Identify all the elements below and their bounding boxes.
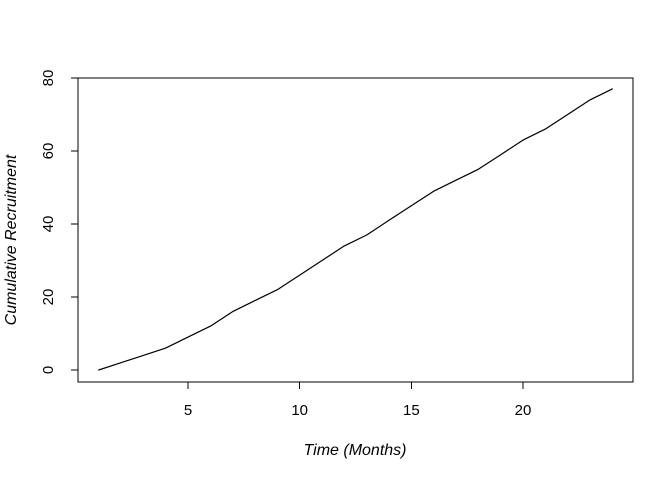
y-axis-ticks: 0 20 40 60 80 (40, 70, 78, 374)
y-tick-label: 60 (40, 143, 57, 160)
y-tick-label: 0 (40, 366, 57, 374)
y-tick-label: 80 (40, 70, 57, 87)
y-tick-label: 20 (40, 289, 57, 306)
x-axis-ticks: 5 10 15 20 (184, 382, 532, 419)
plot-box (77, 77, 634, 383)
y-axis-label: Cumulative Recruitment (3, 154, 20, 325)
x-tick-label: 15 (403, 402, 420, 419)
x-tick-label: 10 (291, 402, 308, 419)
recruitment-line (98, 88, 613, 371)
y-tick-label: 40 (40, 216, 57, 233)
x-tick-label: 20 (515, 402, 532, 419)
x-axis-label: Time (Months) (304, 442, 407, 459)
x-tick-label: 5 (184, 402, 192, 419)
